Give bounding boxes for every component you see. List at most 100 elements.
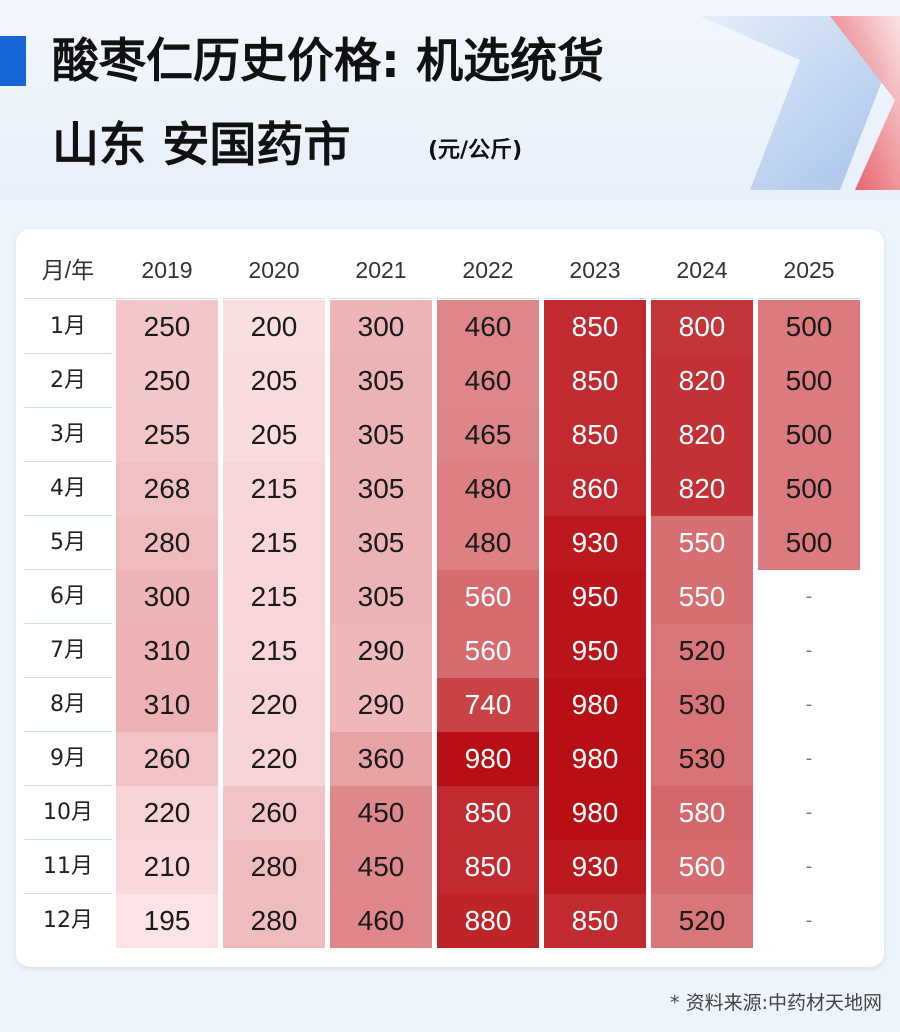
heatmap-cell: 310 bbox=[116, 678, 218, 732]
chart-title-line2: 山东 安国药市 bbox=[52, 118, 351, 173]
header-divider bbox=[24, 298, 112, 299]
heatmap-cell: 740 bbox=[437, 678, 539, 732]
month-label: 1月 bbox=[50, 314, 86, 339]
row-divider bbox=[24, 461, 112, 462]
heatmap-cell: 550 bbox=[651, 570, 753, 624]
heatmap-cell: 850 bbox=[544, 300, 646, 354]
heatmap-cell: 850 bbox=[437, 840, 539, 894]
heatmap-cell: 980 bbox=[544, 732, 646, 786]
heatmap-cell: 305 bbox=[330, 516, 432, 570]
heatmap-cell: 520 bbox=[651, 894, 753, 948]
missing-cell: - bbox=[805, 694, 813, 715]
month-label: 9月 bbox=[50, 746, 86, 771]
heatmap-cell: 260 bbox=[223, 786, 325, 840]
month-label: 4月 bbox=[50, 476, 86, 501]
heatmap-cell: 500 bbox=[758, 462, 860, 516]
heatmap-cell: 450 bbox=[330, 786, 432, 840]
heatmap-cell: 860 bbox=[544, 462, 646, 516]
header-divider bbox=[758, 298, 860, 299]
heatmap-cell: 530 bbox=[651, 732, 753, 786]
heatmap-cell: 980 bbox=[437, 732, 539, 786]
heatmap-cell: 460 bbox=[437, 354, 539, 408]
heatmap-cell: 280 bbox=[116, 516, 218, 570]
heatmap-cell: 930 bbox=[544, 840, 646, 894]
heatmap-cell: 200 bbox=[223, 300, 325, 354]
heatmap-cell: 450 bbox=[330, 840, 432, 894]
row-divider bbox=[24, 677, 112, 678]
row-divider bbox=[24, 731, 112, 732]
header-divider bbox=[116, 298, 218, 299]
heatmap-cell: 300 bbox=[116, 570, 218, 624]
year-header: 2023 bbox=[569, 257, 621, 283]
header-divider bbox=[223, 298, 325, 299]
heatmap-cell: 560 bbox=[651, 840, 753, 894]
heatmap-cell: 290 bbox=[330, 678, 432, 732]
heatmap-cell: 850 bbox=[544, 408, 646, 462]
year-header: 2024 bbox=[676, 257, 728, 283]
heatmap-cell: 305 bbox=[330, 408, 432, 462]
heatmap-cell: 268 bbox=[116, 462, 218, 516]
heatmap-cell: 220 bbox=[223, 732, 325, 786]
heatmap-cell: 250 bbox=[116, 354, 218, 408]
header-divider bbox=[330, 298, 432, 299]
month-label: 11月 bbox=[43, 854, 93, 879]
heatmap-cell: 500 bbox=[758, 354, 860, 408]
heatmap-cell: 550 bbox=[651, 516, 753, 570]
heatmap-cell: 480 bbox=[437, 516, 539, 570]
missing-cell: - bbox=[805, 802, 813, 823]
heatmap-cell: 215 bbox=[223, 516, 325, 570]
heatmap-cell: 205 bbox=[223, 354, 325, 408]
month-label: 8月 bbox=[50, 692, 86, 717]
row-divider bbox=[24, 569, 112, 570]
row-divider bbox=[24, 353, 112, 354]
missing-cell: - bbox=[805, 856, 813, 877]
heatmap-cell: 305 bbox=[330, 570, 432, 624]
heatmap-cell: 850 bbox=[437, 786, 539, 840]
header-banner: 酸枣仁历史价格: 机选统货 山东 安国药市 (元/公斤) bbox=[0, 0, 900, 200]
month-label: 10月 bbox=[43, 800, 93, 825]
heatmap-cell: 205 bbox=[223, 408, 325, 462]
heatmap-cell: 480 bbox=[437, 462, 539, 516]
year-header: 2025 bbox=[783, 257, 835, 283]
row-divider bbox=[24, 623, 112, 624]
month-label: 3月 bbox=[50, 422, 86, 447]
month-label: 2月 bbox=[50, 368, 86, 393]
row-divider bbox=[24, 839, 112, 840]
heatmap-cell: 280 bbox=[223, 840, 325, 894]
corner-decoration bbox=[700, 16, 900, 190]
heatmap-cell: 530 bbox=[651, 678, 753, 732]
corner-label: 月/年 bbox=[41, 257, 95, 283]
heatmap-cell: 305 bbox=[330, 462, 432, 516]
row-divider bbox=[24, 893, 112, 894]
heatmap-cell: 950 bbox=[544, 570, 646, 624]
heatmap-cell: 500 bbox=[758, 516, 860, 570]
month-label: 5月 bbox=[50, 530, 86, 555]
month-label: 7月 bbox=[50, 638, 86, 663]
heatmap-cell: 290 bbox=[330, 624, 432, 678]
heatmap-cell: 250 bbox=[116, 300, 218, 354]
row-divider bbox=[24, 785, 112, 786]
year-header: 2019 bbox=[141, 257, 193, 283]
heatmap-cell: 360 bbox=[330, 732, 432, 786]
heatmap-cell: 280 bbox=[223, 894, 325, 948]
heatmap-cell: 220 bbox=[116, 786, 218, 840]
heatmap-cell: 850 bbox=[544, 354, 646, 408]
heatmap-cell: 215 bbox=[223, 462, 325, 516]
month-label: 12月 bbox=[43, 908, 93, 933]
heatmap-cell: 800 bbox=[651, 300, 753, 354]
header-divider bbox=[651, 298, 753, 299]
heatmap-cell: 980 bbox=[544, 678, 646, 732]
row-divider bbox=[24, 515, 112, 516]
heatmap-cell: 950 bbox=[544, 624, 646, 678]
year-header: 2020 bbox=[248, 257, 300, 283]
heatmap-cell: 560 bbox=[437, 624, 539, 678]
heatmap-cell: 930 bbox=[544, 516, 646, 570]
year-header: 2022 bbox=[462, 257, 514, 283]
heatmap-cell: 310 bbox=[116, 624, 218, 678]
heatmap-cell: 820 bbox=[651, 354, 753, 408]
heatmap-cell: 500 bbox=[758, 408, 860, 462]
missing-cell: - bbox=[805, 586, 813, 607]
heatmap-cell: 520 bbox=[651, 624, 753, 678]
heatmap-cell: 195 bbox=[116, 894, 218, 948]
